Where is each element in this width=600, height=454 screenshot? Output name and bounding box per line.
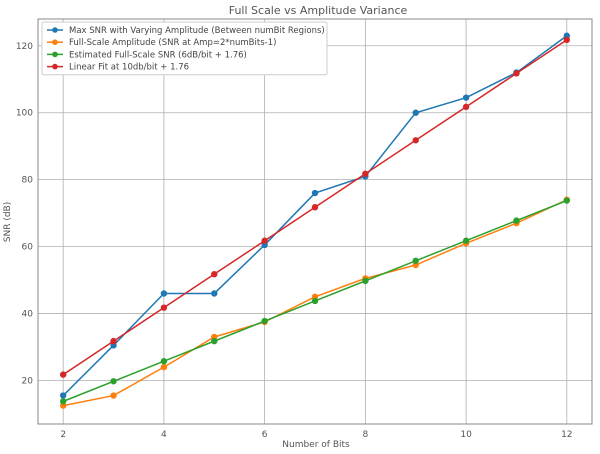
data-point (160, 290, 168, 297)
x-axis-title: Number of Bits (282, 440, 350, 450)
data-point (412, 257, 419, 264)
x-tick-label: 4 (161, 430, 167, 440)
series-4 (59, 36, 571, 378)
data-point (110, 337, 117, 345)
data-point (462, 94, 470, 101)
data-point (160, 363, 168, 371)
legend-swatch-marker (52, 63, 58, 70)
legend-item: Linear Fit at 10db/bit + 1.76 (47, 63, 189, 73)
legend-label: Full-Scale Amplitude (SNR at Amp=2*numBi… (69, 38, 276, 48)
data-point (311, 204, 319, 211)
data-point (462, 237, 470, 244)
data-point (211, 337, 218, 345)
data-point (513, 70, 520, 77)
data-point (59, 371, 67, 378)
data-point (362, 277, 369, 285)
data-point (261, 317, 268, 325)
data-point (563, 197, 571, 204)
legend-label: Estimated Full-Scale SNR (6dB/bit + 1.76… (69, 50, 247, 60)
data-point (462, 103, 470, 111)
data-point (110, 378, 117, 385)
data-point (513, 217, 520, 224)
x-tick-label: 8 (362, 430, 368, 440)
series-1 (59, 32, 571, 399)
y-axis-title: SNR (dB) (3, 202, 13, 242)
legend-swatch-marker (52, 27, 58, 33)
legend-swatch-marker (52, 51, 58, 58)
x-tick-label: 10 (460, 430, 472, 440)
data-point (110, 392, 117, 399)
data-point (59, 398, 67, 405)
series-3 (59, 197, 571, 405)
legend-item: Full-Scale Amplitude (SNR at Amp=2*numBi… (47, 38, 276, 48)
data-point (563, 36, 571, 44)
legend-label: Linear Fit at 10db/bit + 1.76 (69, 63, 189, 73)
y-tick-label: 120 (16, 42, 33, 52)
y-tick-label: 20 (22, 376, 34, 386)
legend-swatch-marker (52, 39, 58, 45)
x-tick-label: 12 (561, 430, 572, 440)
data-point (311, 189, 319, 197)
legend: Max SNR with Varying Amplitude (Between … (41, 21, 328, 76)
data-point (160, 304, 168, 311)
y-tick-label: 40 (22, 310, 34, 320)
y-tick-label: 60 (22, 243, 34, 253)
y-tick-label: 80 (22, 176, 34, 186)
x-tick-label: 6 (262, 430, 268, 440)
x-tick-label: 2 (60, 430, 66, 440)
y-tick-label: 100 (16, 109, 33, 119)
plot-frame (37, 18, 593, 425)
series-group (59, 32, 571, 409)
data-point (311, 297, 319, 305)
data-point (412, 109, 419, 116)
data-point (412, 137, 419, 144)
y-axis-ticks: 20 40 60 80 100 120 (16, 42, 33, 387)
data-point (362, 170, 369, 177)
x-axis-ticks: 2 4 6 8 10 12 (60, 430, 572, 440)
data-point (211, 270, 218, 278)
grid (38, 19, 592, 424)
data-point (211, 290, 218, 297)
data-point (160, 358, 168, 365)
data-point (261, 237, 268, 244)
chart-title: Full Scale vs Amplitude Variance (229, 4, 408, 17)
data-point (59, 392, 67, 399)
legend-label: Max SNR with Varying Amplitude (Between … (69, 26, 325, 36)
legend-item: Estimated Full-Scale SNR (6dB/bit + 1.76… (47, 50, 247, 60)
legend-item: Max SNR with Varying Amplitude (Between … (47, 26, 325, 36)
legend-box (41, 21, 328, 76)
